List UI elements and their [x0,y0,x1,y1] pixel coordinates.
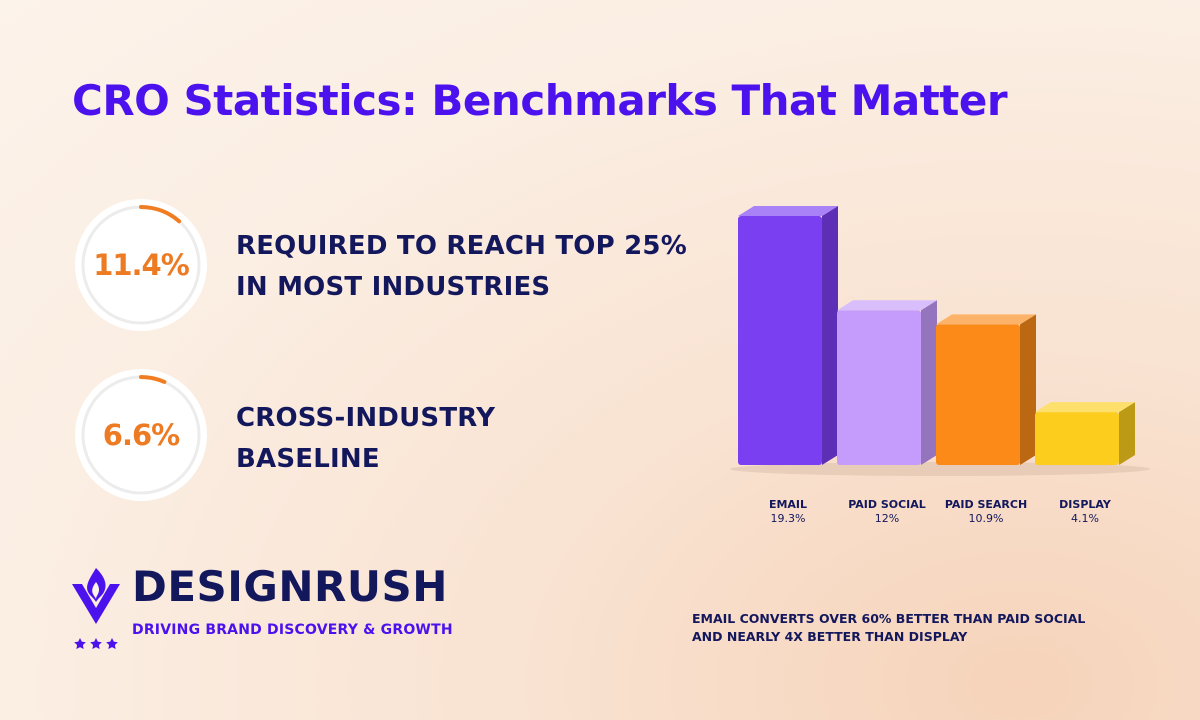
stat-label-line: BASELINE [236,444,380,474]
progress-ring [75,369,207,501]
category-label: PAID SOCIAL 12% [848,498,926,526]
category-name: DISPLAY [1059,498,1111,511]
bar-display [1035,402,1135,465]
bar-email [738,206,838,465]
category-value: 10.9% [968,512,1004,525]
stat-value: 6.6% [102,418,180,452]
page-title: CRO Statistics: Benchmarks That Matter [72,76,1008,125]
footnote-line: AND NEARLY 4X BETTER THAN DISPLAY [692,629,968,644]
stat-label-line: IN MOST INDUSTRIES [236,272,551,302]
chart-shadow [730,462,1150,476]
designrush-logo: DESIGNRUSH DRIVING BRAND DISCOVERY & GRO… [70,562,453,654]
flame-v-logo-icon [72,568,120,649]
bar-chart-plot [730,206,1150,476]
category-value: 12% [874,512,900,525]
stat-label: REQUIRED TO REACH TOP 25% IN MOST INDUST… [236,226,687,308]
category-value: 4.1% [1071,512,1099,525]
star-icon [90,638,102,649]
bar-paid-search [936,314,1036,465]
stat-label-line: REQUIRED TO REACH TOP 25% [236,231,687,261]
category-name: EMAIL [768,498,808,511]
category-name: PAID SEARCH [944,498,1028,511]
category-name: PAID SOCIAL [848,498,926,511]
category-label: DISPLAY 4.1% [1059,498,1111,526]
category-label: PAID SEARCH 10.9% [945,498,1027,526]
footnote-line: EMAIL CONVERTS OVER 60% BETTER THAN PAID… [692,611,1086,626]
category-label: EMAIL 19.3% [769,498,807,526]
stat-value: 11.4% [93,248,190,282]
brand-name: DESIGNRUSH [132,562,448,611]
progress-ring [75,199,207,331]
bar-paid-social [837,300,937,465]
star-icon [106,638,118,649]
star-icon [74,638,86,649]
brand-tagline: DRIVING BRAND DISCOVERY & GROWTH [132,622,453,638]
stat-label-line: CROSS-INDUSTRY [236,403,496,433]
footnote: EMAIL CONVERTS OVER 60% BETTER THAN PAID… [692,610,1085,646]
stat-label: CROSS-INDUSTRY BASELINE [236,398,495,480]
category-value: 19.3% [770,512,806,525]
bar-chart: EMAIL 19.3% PAID SOCIAL 12% PAID SEARCH 10.9%… [720,190,1150,525]
